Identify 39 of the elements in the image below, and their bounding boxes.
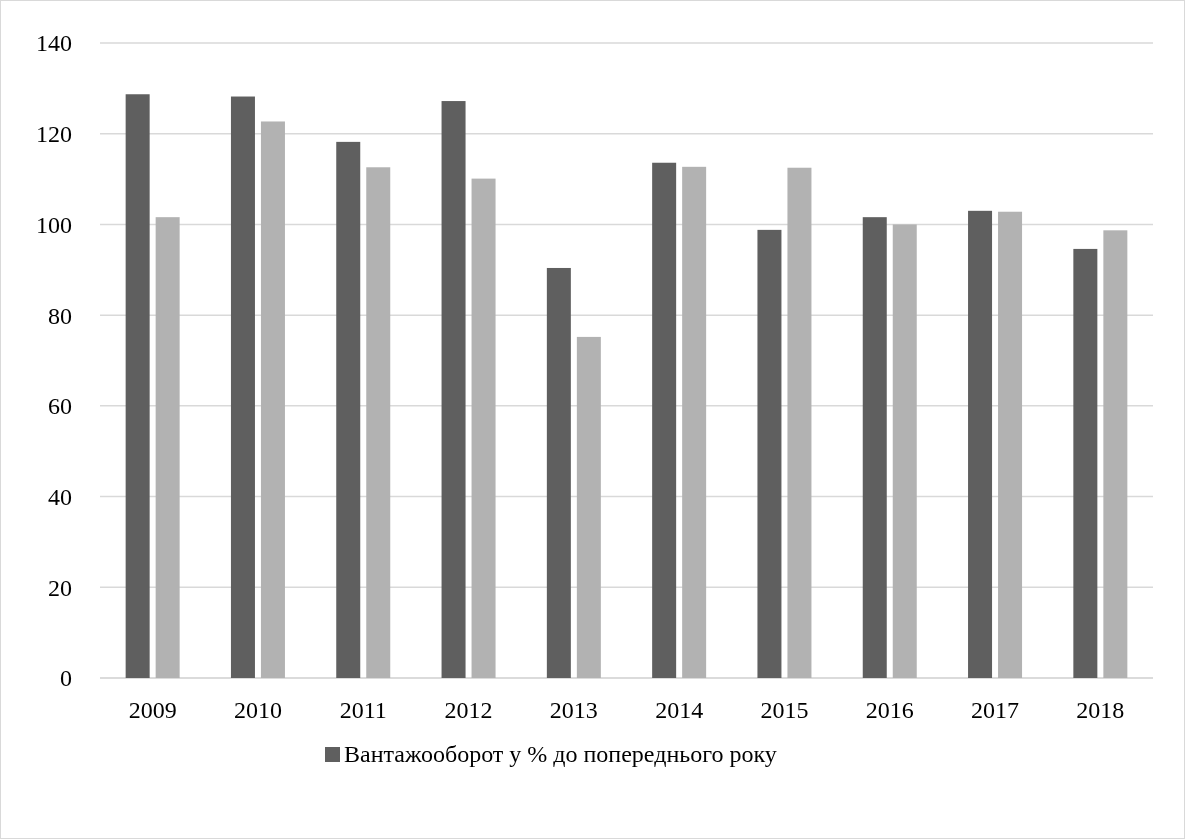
bar [155,217,180,678]
bar [652,162,677,678]
bar [230,96,255,678]
bar [1103,230,1128,678]
bar [892,224,917,678]
x-tick-label: 2012 [444,697,493,723]
x-tick-label: 2009 [128,697,177,723]
y-tick-label: 40 [48,483,72,510]
bar [682,166,707,678]
bar [576,336,601,678]
y-tick-label: 20 [48,574,72,601]
x-tick-label: 2018 [1076,697,1125,723]
legend-label: Вантажооборот у % до попереднього року [344,741,777,767]
x-tick-label: 2010 [233,697,282,723]
y-tick-label: 140 [36,30,72,57]
bar [968,210,993,678]
bar [546,267,571,678]
x-tick-label: 2015 [760,697,809,723]
x-tick-label: 2017 [971,697,1020,723]
bar [998,211,1023,678]
y-tick-label: 0 [60,665,72,692]
bar [787,167,812,678]
x-tick-label: 2011 [339,697,387,723]
bar [366,167,391,678]
y-tick-label: 120 [36,121,72,148]
bar [862,217,887,678]
bar [757,229,782,678]
x-tick-label: 2013 [549,697,598,723]
bar [125,94,150,678]
bar [471,178,496,678]
bar [336,141,361,678]
y-tick-label: 100 [36,211,72,238]
y-tick-label: 60 [48,393,72,420]
y-tick-label: 80 [48,302,72,329]
bar [260,121,285,678]
bar [1073,248,1098,678]
bar [441,101,466,678]
x-tick-label: 2016 [865,697,914,723]
x-tick-label: 2014 [655,697,704,723]
